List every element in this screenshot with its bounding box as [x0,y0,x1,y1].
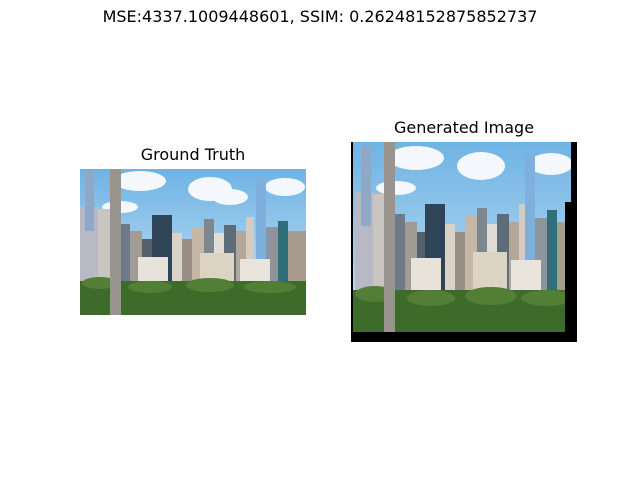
pillar [384,142,395,332]
buildings [80,171,306,297]
tree-canopy [82,277,296,293]
figure-title: MSE:4337.1009448601, SSIM: 0.26248152875… [102,7,538,26]
ground-truth-title: Ground Truth [140,145,246,164]
warped-skyline-photo [351,142,577,342]
clouds [376,146,571,195]
skyline-photo [80,169,306,315]
generated-image [351,142,577,342]
tree-canopy [355,286,571,306]
pillar [110,169,121,315]
ground-truth-image [80,169,306,315]
generated-image-title: Generated Image [393,118,535,137]
